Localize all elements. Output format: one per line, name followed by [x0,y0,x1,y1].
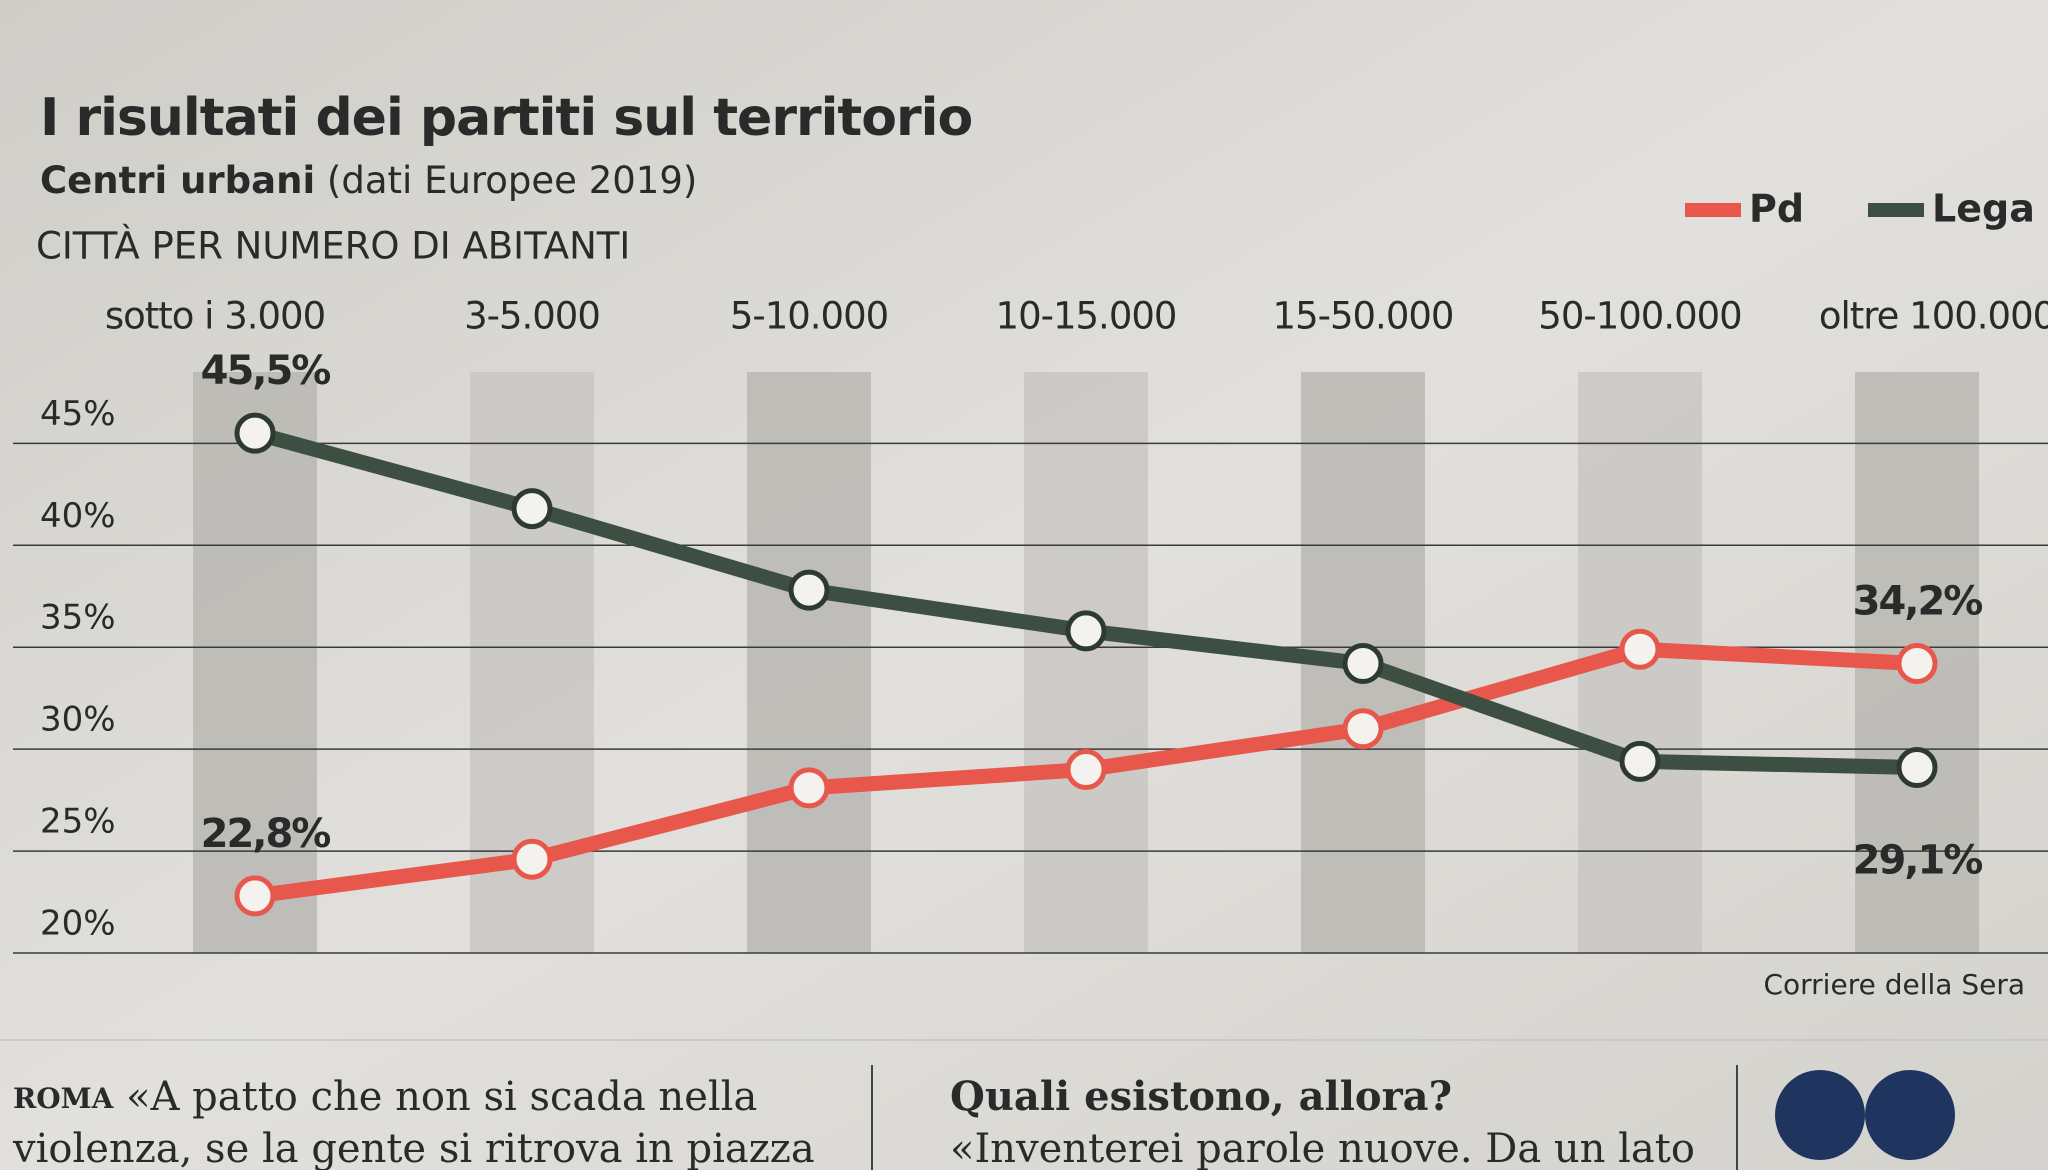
y-tick-label: 30% [40,700,116,740]
x-tick-label: oltre 100.000 [1819,295,2048,338]
point-marker [511,838,553,880]
x-tick-label: 50-100.000 [1538,295,1741,338]
x-tick-label: sotto i 3.000 [105,295,325,338]
y-tick-label: 35% [40,598,116,638]
point-marker [1065,749,1107,791]
quote-dot [1775,1070,1865,1160]
point-marker [1619,740,1661,782]
dateline: ROMA [13,1082,115,1115]
article-line: ROMA «A patto che non si scada nella [13,1074,757,1120]
value-label: 45,5% [201,348,331,394]
point-marker [788,569,830,611]
x-tick-label: 15-50.000 [1273,295,1454,338]
article-text: «A patto che non si scada nella [126,1074,757,1120]
chart-title: I risultati dei partiti sul territorio [40,88,972,148]
point-marker [788,767,830,809]
source: Corriere della Sera [1763,968,2025,1001]
point-marker [1065,610,1107,652]
legend-label: Pd [1749,187,1804,231]
y-tick-label: 45% [40,394,116,434]
legend-swatch [1685,203,1741,217]
chart-subtitle: Centri urbani (dati Europee 2019) [40,159,697,202]
article-line: violenza, se la gente si ritrova in piaz… [12,1126,815,1170]
point-marker [511,488,553,530]
point-marker [234,875,276,917]
subtitle-bold: Centri urbani [40,159,315,202]
column-band [747,372,871,953]
y-tick-label: 40% [40,496,116,536]
column-band [193,372,317,953]
point-marker [1342,643,1384,685]
legend-label: Lega [1932,187,2035,231]
y-tick-label: 20% [40,904,116,944]
x-tick-label: 10-15.000 [996,295,1177,338]
quote-dot [1865,1070,1955,1160]
point-marker [1342,708,1384,750]
point-marker [1619,628,1661,670]
article-line: «Inventerei parole nuove. Da un lato [950,1126,1695,1170]
x-tick-label: 5-10.000 [730,295,888,338]
value-label: 34,2% [1853,579,1983,625]
value-label: 22,8% [201,811,331,857]
subtitle: (dati Europee 2019) [327,159,697,202]
legend-swatch [1868,203,1924,217]
value-label: 29,1% [1853,837,1983,883]
x-tick-label: 3-5.000 [464,295,600,338]
quote-icon [1775,1070,1955,1160]
point-marker [1896,643,1938,685]
point-marker [1896,746,1938,788]
point-marker [234,412,276,454]
x-axis-label: CITTÀ PER NUMERO DI ABITANTI [36,224,630,268]
article-question: Quali esistono, allora? [950,1073,1452,1120]
y-tick-label: 25% [40,802,116,842]
plot: sotto i 3.000 3-5.000 5-10.000 10-15.000 15-… [13,187,2048,954]
column-band [1024,372,1148,953]
